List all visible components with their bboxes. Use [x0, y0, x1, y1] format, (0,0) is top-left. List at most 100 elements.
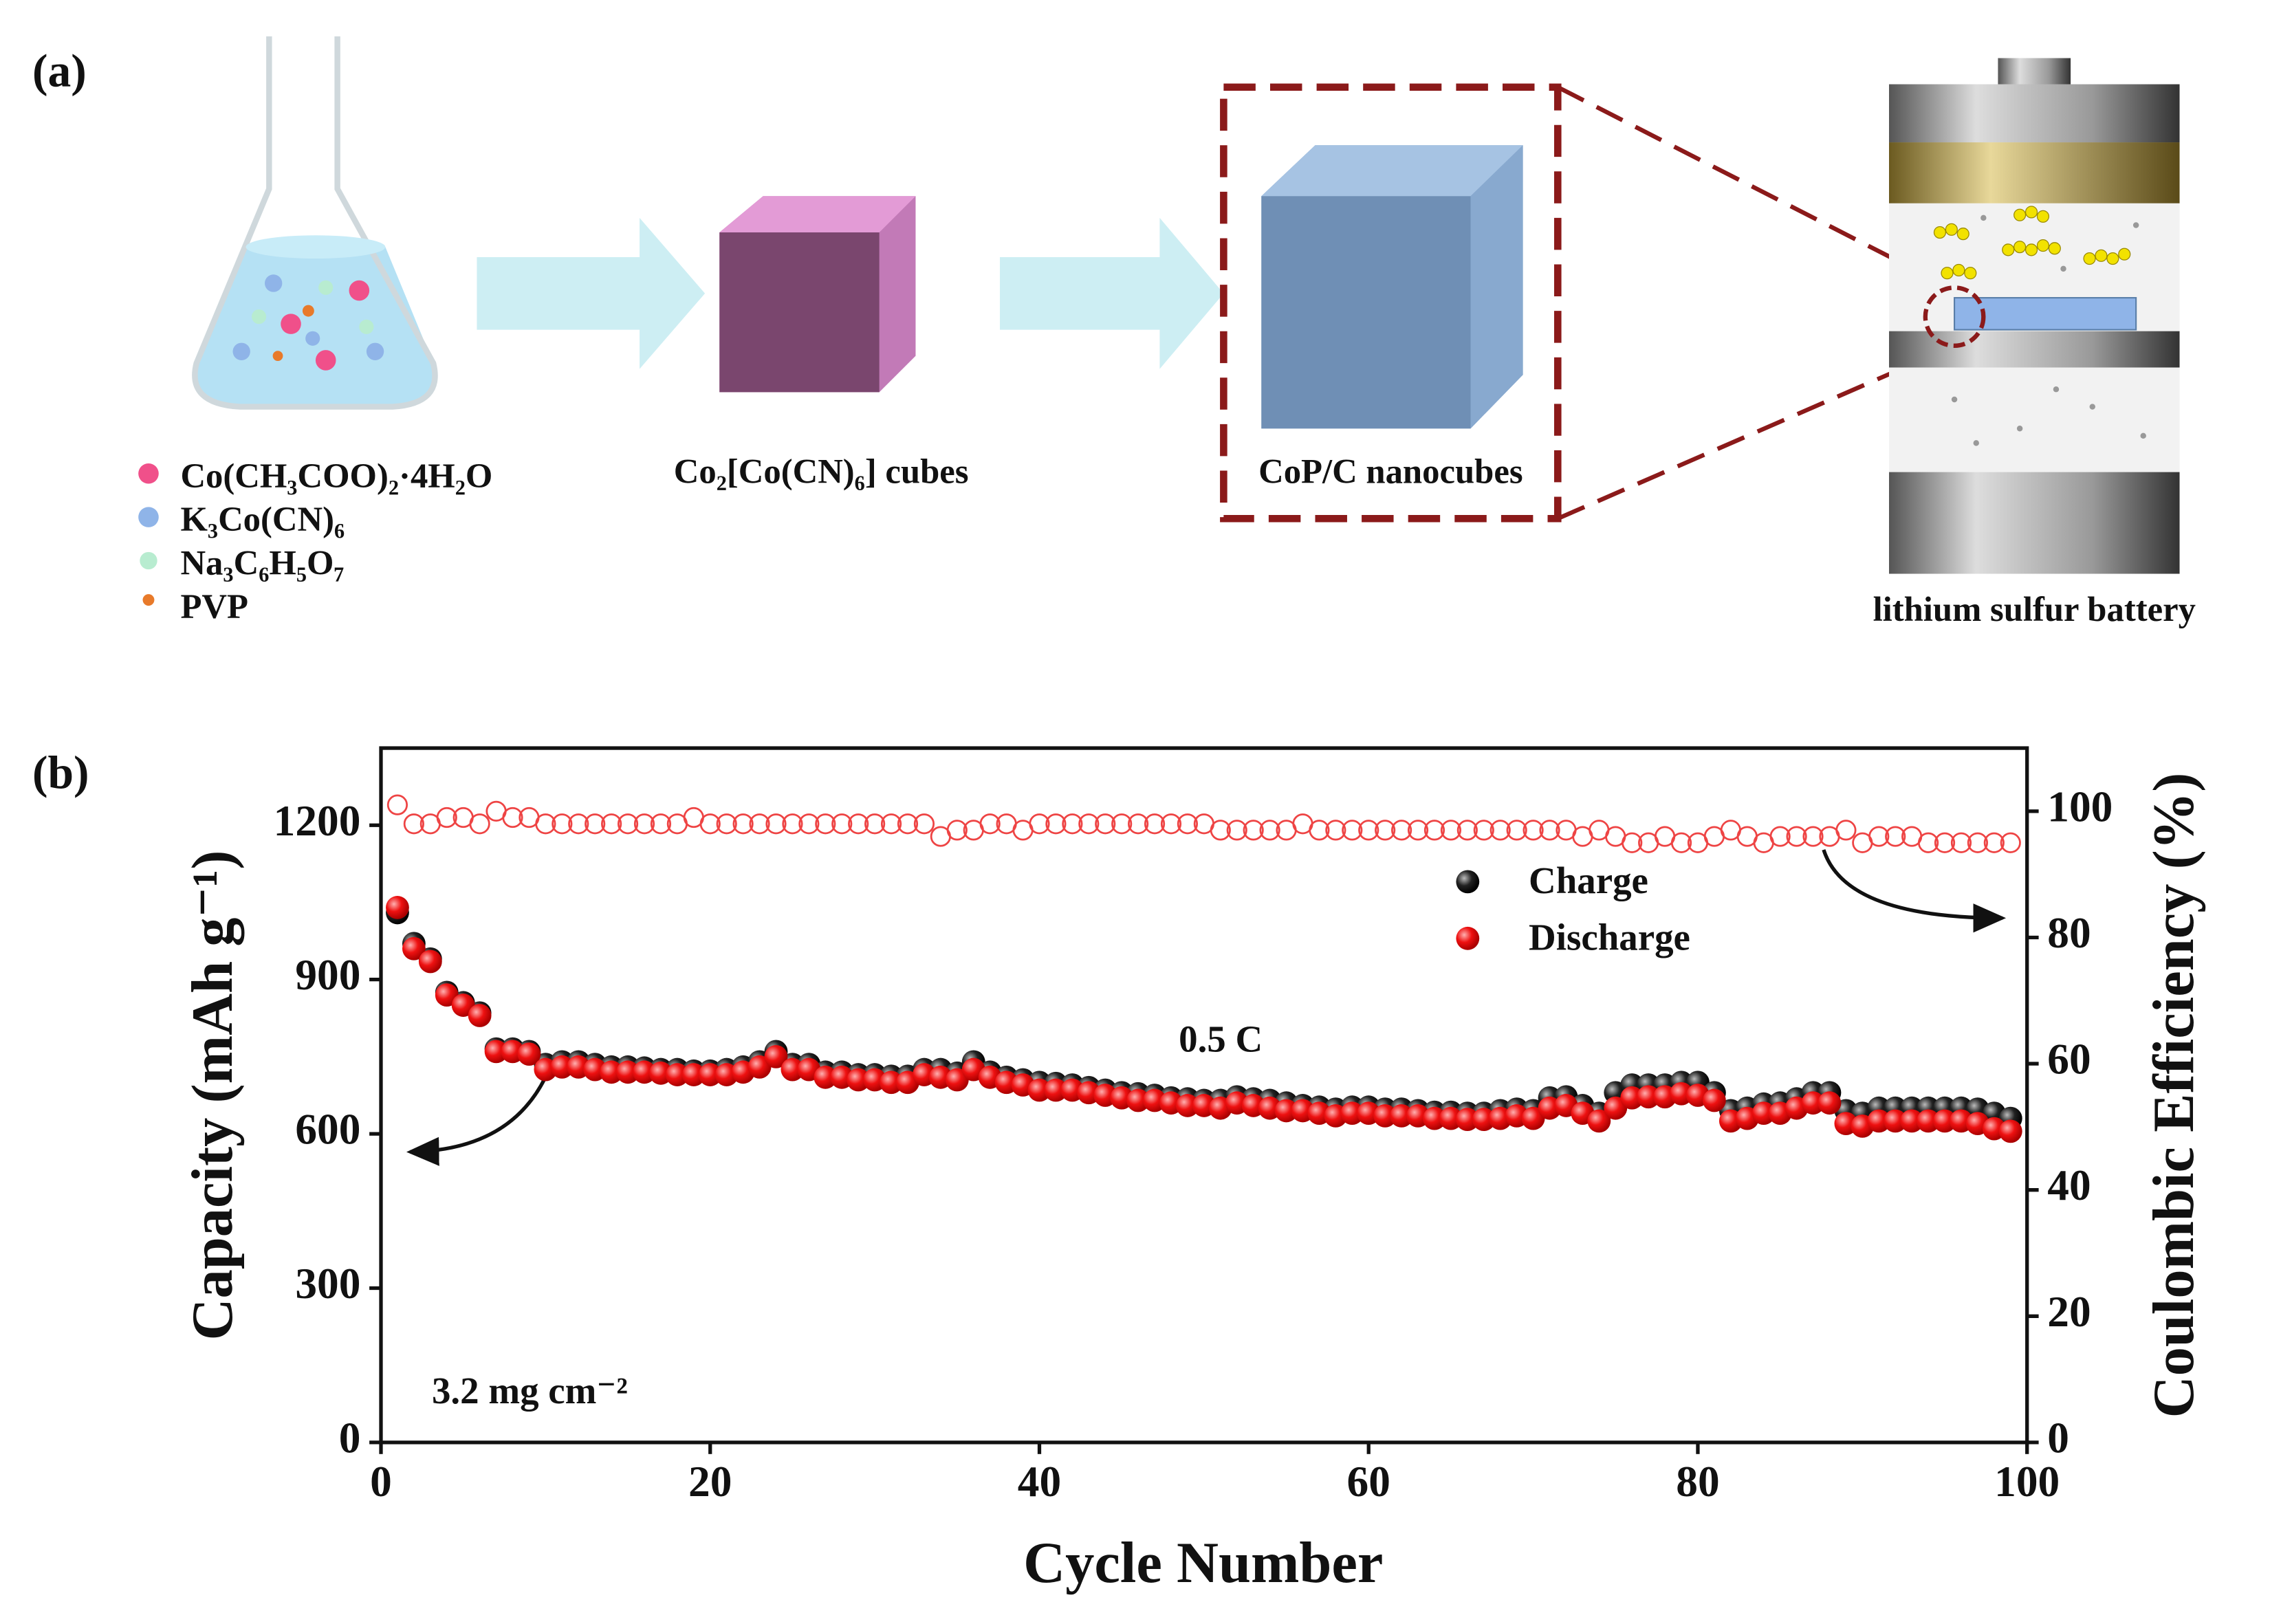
data-point	[585, 813, 606, 835]
step-label: Co₂[Co(CN)₆] cubes	[674, 452, 969, 490]
data-point	[1473, 820, 1494, 841]
legend-marker	[1456, 926, 1480, 950]
data-point	[681, 1063, 706, 1086]
data-point	[1489, 820, 1511, 841]
data-point	[1243, 820, 1264, 841]
y2-tick-label: 80	[2047, 909, 2091, 957]
x-tick-label: 80	[1676, 1458, 1719, 1506]
y2-tick-label: 40	[2047, 1161, 2091, 1209]
data-point	[864, 813, 886, 835]
data-point	[1274, 1099, 1298, 1123]
legend-label: Discharge	[1529, 917, 1690, 958]
data-point	[1456, 820, 1478, 841]
data-point	[1967, 832, 1988, 853]
data-point	[716, 813, 737, 835]
data-point	[1375, 820, 1396, 841]
plot-frame	[379, 746, 2029, 1445]
y-tick-label: 1200	[274, 797, 361, 845]
data-point	[765, 813, 787, 835]
data-point	[798, 813, 820, 835]
x-tick-label: 20	[688, 1458, 732, 1506]
data-point	[848, 813, 869, 835]
data-point	[1506, 820, 1527, 841]
data-point	[1111, 813, 1133, 835]
data-point	[1769, 826, 1791, 847]
data-point	[616, 1060, 640, 1084]
data-point	[1455, 1108, 1479, 1132]
data-point	[815, 813, 836, 835]
y-tick-label: 600	[295, 1106, 360, 1154]
data-point	[550, 1055, 574, 1079]
data-point	[1885, 826, 1906, 847]
y-axis-label: Capacity (mAh g⁻¹)	[181, 850, 245, 1340]
data-point	[1818, 1091, 1842, 1115]
data-point	[1934, 832, 1956, 853]
data-point	[2000, 832, 2021, 853]
data-point	[1950, 832, 1972, 853]
data-point	[568, 813, 589, 835]
series	[386, 794, 2021, 853]
flask	[192, 36, 438, 410]
y2-axis-label: Coulombic Efficiency (%)	[2142, 773, 2206, 1418]
annotation: 3.2 mg cm⁻²	[432, 1370, 628, 1412]
data-point	[468, 1004, 492, 1027]
data-point	[1900, 1109, 1924, 1133]
data-point	[880, 1071, 903, 1095]
data-point	[1423, 820, 1445, 841]
reagent-label: Co(CH₃COO)₂·4H₂O	[180, 457, 492, 495]
reagent-label: Na₃C₆H₅O₇	[180, 544, 344, 582]
data-point	[1539, 820, 1560, 841]
data-point	[1358, 820, 1379, 841]
data-point	[1342, 820, 1363, 841]
data-point	[1702, 1088, 1726, 1112]
data-point	[517, 1042, 541, 1066]
data-point	[1095, 813, 1116, 835]
battery-label: lithium sulfur battery	[1873, 590, 2196, 628]
panel-label: (b)	[32, 747, 89, 798]
zoom-line	[1557, 343, 1956, 521]
data-point	[1062, 813, 1083, 835]
blue-cube	[1261, 145, 1523, 429]
data-point	[913, 813, 935, 835]
x-tick-label: 40	[1018, 1458, 1061, 1506]
data-point	[1472, 1108, 1496, 1132]
data-point	[1325, 820, 1346, 841]
data-point	[633, 813, 655, 835]
data-point	[1867, 1109, 1891, 1133]
data-point	[1259, 820, 1280, 841]
data-point	[698, 1063, 722, 1086]
process-arrow	[477, 217, 706, 369]
data-point	[484, 1040, 508, 1064]
data-point	[1177, 813, 1199, 835]
data-point	[880, 813, 902, 835]
data-point	[1027, 1078, 1051, 1102]
data-point	[1751, 1101, 1776, 1126]
data-point	[1835, 820, 1857, 841]
data-point	[1637, 1085, 1661, 1109]
battery	[1888, 58, 2180, 574]
data-point	[601, 813, 622, 835]
data-point	[749, 813, 770, 835]
legend: Charge Discharge	[1456, 859, 1690, 958]
data-point	[979, 813, 1001, 835]
data-point	[1620, 1086, 1644, 1110]
data-point	[1587, 1109, 1611, 1133]
data-point	[1670, 832, 1692, 853]
data-point	[1983, 832, 2005, 853]
data-point	[1309, 820, 1330, 841]
x-axis-label: Cycle Number	[1023, 1531, 1383, 1595]
annotation: 0.5 C	[1179, 1018, 1263, 1060]
data-point	[1160, 813, 1182, 835]
data-point	[1802, 826, 1824, 847]
data-point	[732, 813, 754, 835]
data-point	[1917, 832, 1939, 853]
data-point	[403, 813, 424, 835]
y2-tick-label: 60	[2047, 1035, 2091, 1084]
data-point	[1423, 1106, 1446, 1130]
series	[386, 896, 2022, 1143]
data-point	[1917, 1109, 1940, 1133]
y-tick-label: 0	[339, 1414, 361, 1462]
data-point	[946, 820, 968, 841]
data-point	[1045, 813, 1067, 835]
data-point	[436, 806, 457, 829]
